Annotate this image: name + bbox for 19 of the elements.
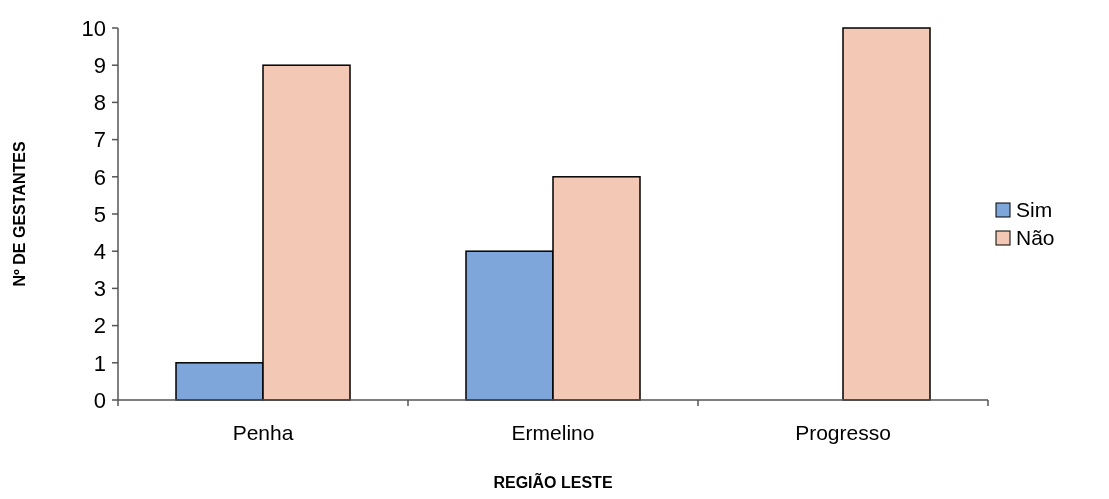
y-tick-label: 4 <box>93 238 106 264</box>
x-tick-label: Penha <box>232 421 294 444</box>
y-tick-label: 7 <box>93 127 106 153</box>
y-axis-title: Nº DE GESTANTES <box>11 141 28 287</box>
legend-label: Não <box>1016 226 1055 250</box>
legend-label: Sim <box>1016 198 1053 222</box>
x-tick-label: Progresso <box>795 421 891 444</box>
y-tick-label: 5 <box>93 201 106 227</box>
y-tick-label: 2 <box>93 313 106 339</box>
y-tick-label: 8 <box>93 90 106 116</box>
y-tick-label: 9 <box>93 52 106 78</box>
y-tick-label: 1 <box>93 350 106 376</box>
x-axis-title: REGIÃO LESTE <box>493 472 613 491</box>
y-tick-label: 3 <box>93 276 106 302</box>
x-tick-label: Ermelino <box>511 421 595 444</box>
y-tick-label: 10 <box>81 15 106 41</box>
y-tick-label: 6 <box>93 164 106 190</box>
y-tick-label: 0 <box>93 387 106 413</box>
bar <box>842 27 931 401</box>
